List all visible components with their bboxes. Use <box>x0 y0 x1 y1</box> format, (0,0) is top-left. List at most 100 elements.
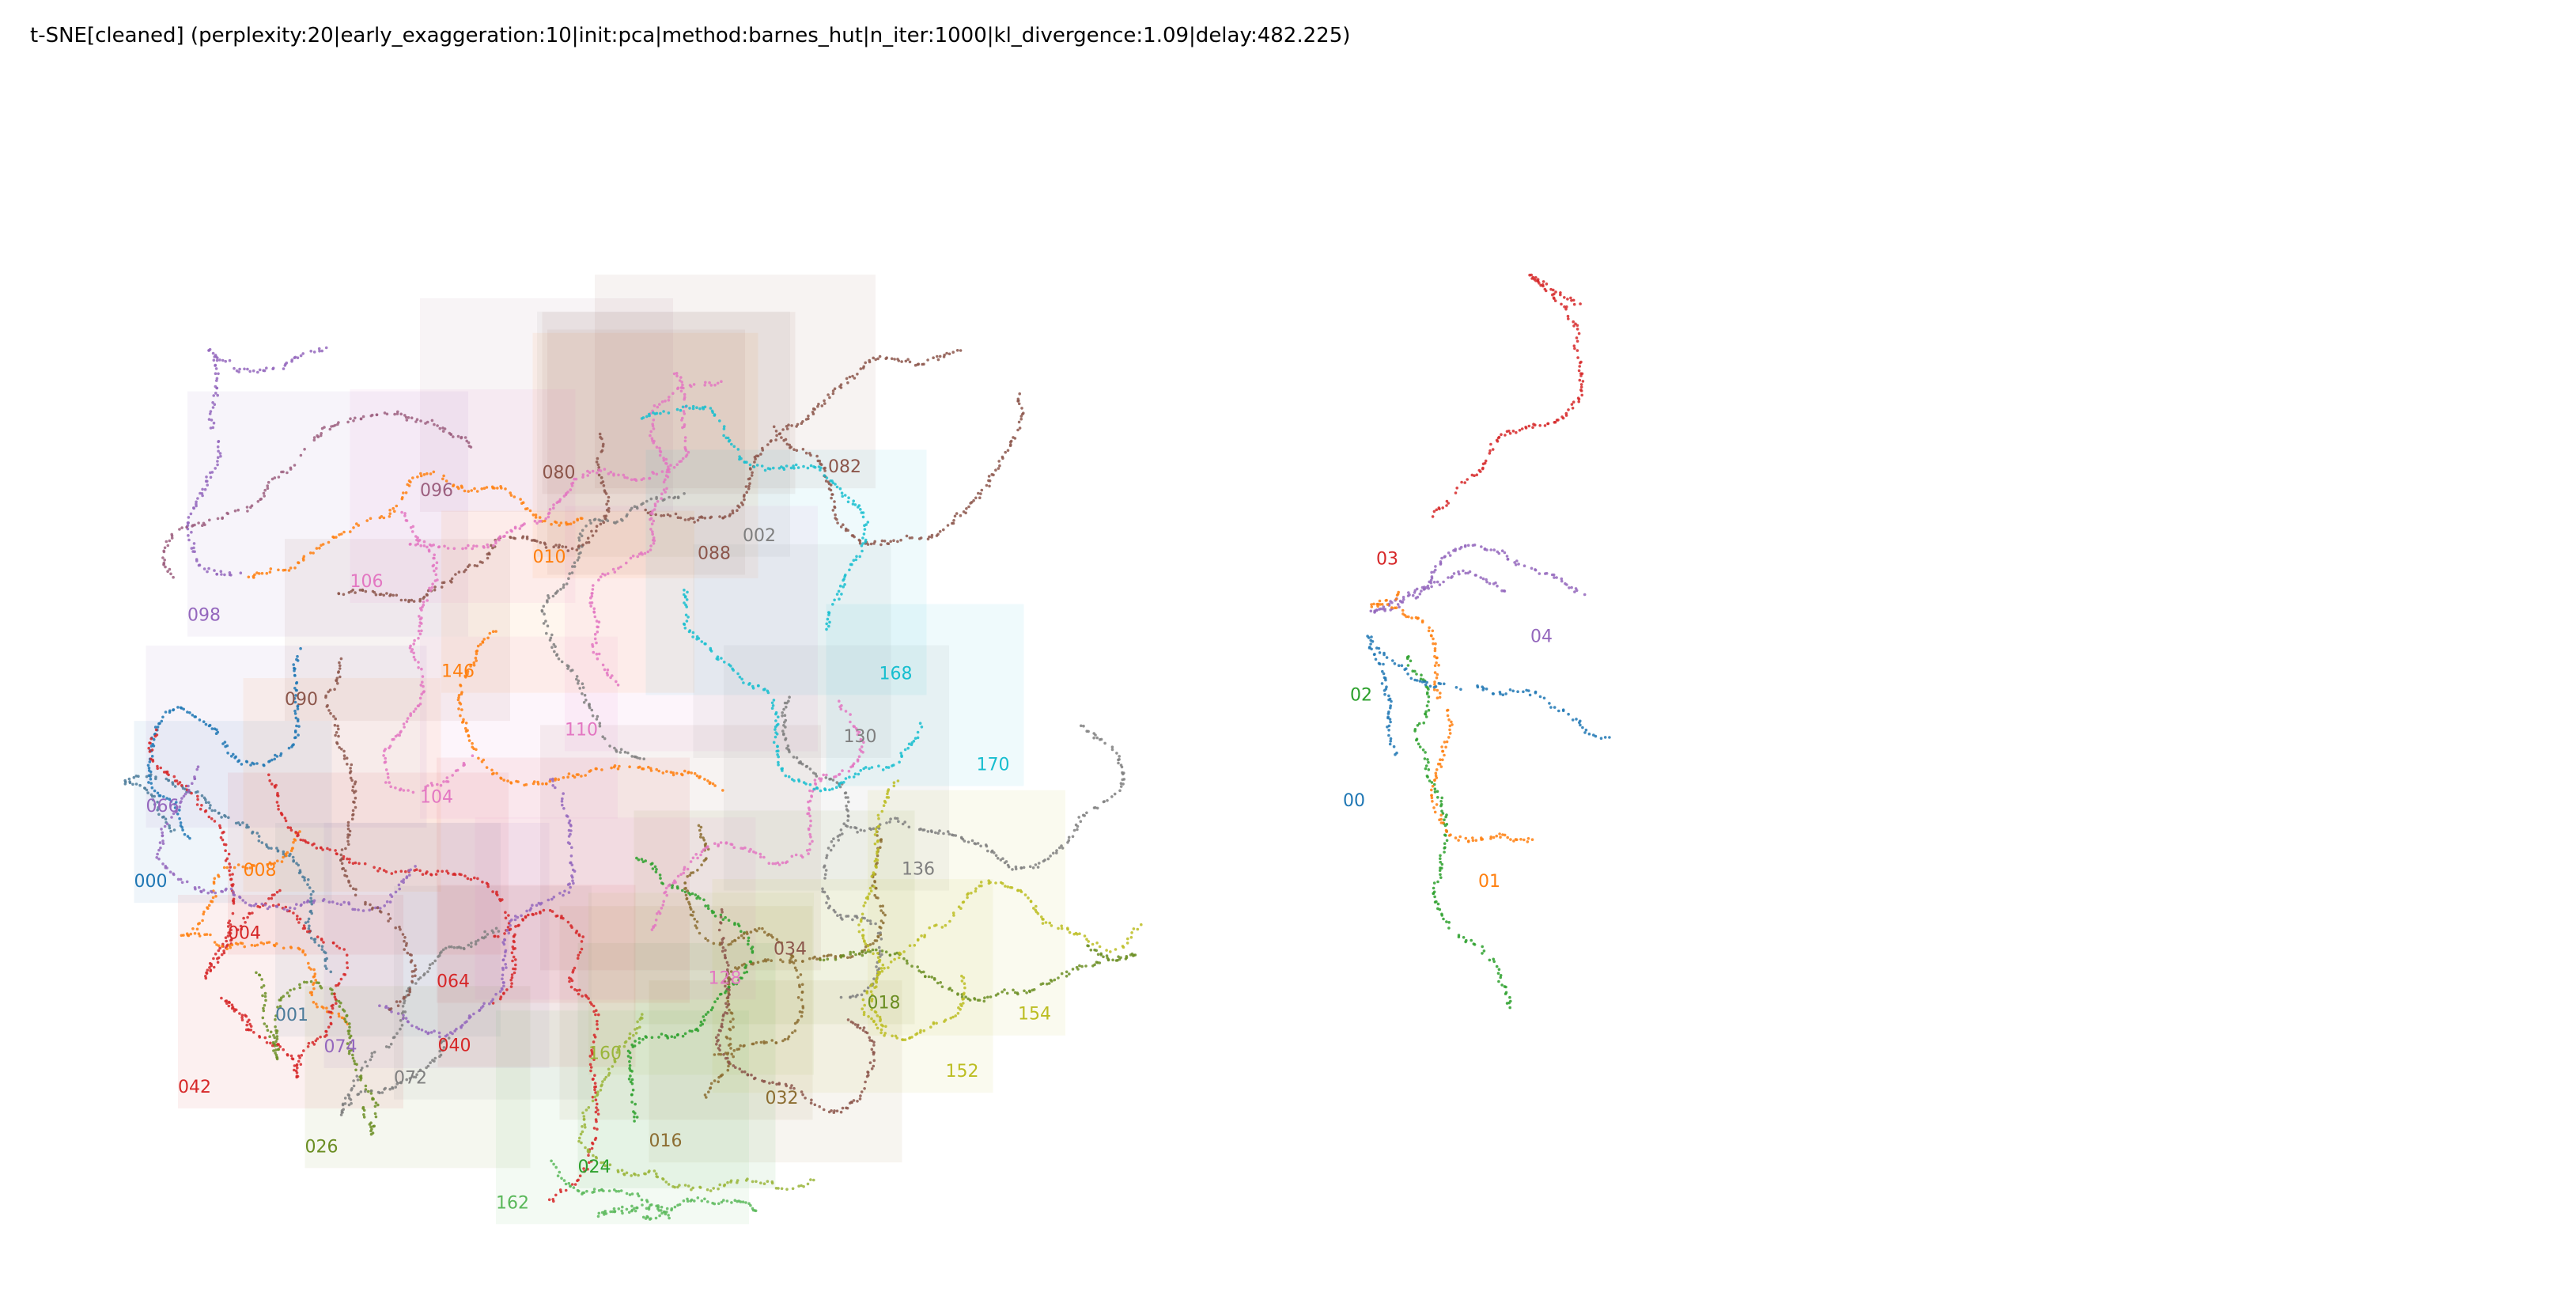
cluster-label-026: 026 <box>305 1137 339 1157</box>
cluster-points-090 <box>324 657 418 1011</box>
cluster-points-154 <box>857 779 966 1041</box>
cluster-background-154 <box>868 790 1065 1036</box>
cluster-points-002 <box>540 492 686 760</box>
cluster-label-001: 001 <box>275 1006 308 1025</box>
cluster-background-080 <box>542 312 796 494</box>
cluster-background-160 <box>588 892 814 1075</box>
cluster-label-104: 104 <box>420 788 453 808</box>
cluster-points-032 <box>683 824 805 1056</box>
cluster-label-082: 082 <box>828 457 861 477</box>
cluster-label-128: 128 <box>709 968 742 988</box>
cluster-label-110: 110 <box>565 721 598 741</box>
cluster-label-152: 152 <box>946 1062 979 1082</box>
cluster-points-106 <box>408 372 690 551</box>
cluster-label-162: 162 <box>496 1193 529 1213</box>
cluster-label-00: 00 <box>1343 791 1365 811</box>
cluster-label-170: 170 <box>977 756 1010 775</box>
cluster-label-02: 02 <box>1350 685 1372 705</box>
cluster-points-034 <box>714 907 876 1114</box>
cluster-label-146: 146 <box>441 662 475 682</box>
cluster-label-016: 016 <box>649 1131 683 1151</box>
cluster-label-136: 136 <box>902 860 935 880</box>
cluster-points-04 <box>1369 544 1587 614</box>
cluster-label-064: 064 <box>437 972 470 992</box>
cluster-background-110 <box>565 506 818 752</box>
cluster-label-024: 024 <box>578 1158 611 1177</box>
cluster-label-042: 042 <box>178 1078 211 1097</box>
cluster-points-00 <box>1366 635 1611 756</box>
cluster-points-024 <box>626 856 755 1123</box>
cluster-label-096: 096 <box>420 481 453 501</box>
cluster-label-074: 074 <box>324 1037 357 1057</box>
cluster-label-080: 080 <box>543 463 576 483</box>
cluster-points-064 <box>493 908 600 1203</box>
cluster-label-018: 018 <box>868 994 901 1014</box>
cluster-label-072: 072 <box>394 1069 427 1089</box>
left-point-cloud <box>123 346 1143 1221</box>
cluster-points-098 <box>186 346 328 577</box>
cluster-label-090: 090 <box>285 690 318 710</box>
cluster-label-034: 034 <box>774 939 807 959</box>
cluster-label-066: 066 <box>146 797 180 817</box>
cluster-background-042 <box>178 895 403 1109</box>
cluster-points-162 <box>550 1159 758 1221</box>
cluster-label-032: 032 <box>766 1089 799 1108</box>
cluster-background-130 <box>693 544 891 758</box>
cluster-points-170 <box>683 589 924 793</box>
cluster-points-104 <box>382 510 475 794</box>
cluster-label-088: 088 <box>698 544 731 564</box>
cluster-background-090 <box>285 539 510 722</box>
cluster-label-130: 130 <box>844 727 877 747</box>
cluster-label-106: 106 <box>350 572 384 592</box>
cluster-label-04: 04 <box>1530 627 1553 647</box>
cluster-points-02 <box>1405 655 1512 1010</box>
cluster-background-106 <box>350 389 576 604</box>
cluster-label-000: 000 <box>134 872 168 892</box>
cluster-points-152 <box>869 879 1143 1029</box>
cluster-background-034 <box>540 725 821 971</box>
cluster-background-001 <box>275 823 501 1037</box>
figure-title: t-SNE[cleaned] (perplexity:20|early_exag… <box>30 24 1351 47</box>
cluster-background-096 <box>420 298 673 512</box>
cluster-label-098: 098 <box>187 606 221 626</box>
cluster-points-146 <box>456 630 724 792</box>
cluster-background-072 <box>394 885 592 1100</box>
cluster-points-096 <box>161 410 473 579</box>
cluster-label-01: 01 <box>1478 872 1500 892</box>
cluster-label-040: 040 <box>438 1036 471 1056</box>
cluster-points-168 <box>640 404 870 631</box>
left-scatter-panel: 000 001 002 004 008 010 016 018 024 026 032 034 040 0… <box>123 275 1143 1225</box>
cluster-background-136 <box>724 645 949 891</box>
cluster-label-154: 154 <box>1018 1005 1051 1025</box>
cluster-points-066 <box>155 765 417 912</box>
cluster-points-160 <box>577 1013 815 1192</box>
cluster-label-03: 03 <box>1376 550 1398 570</box>
cluster-points-042 <box>220 903 350 1079</box>
cluster-background-098 <box>187 391 468 637</box>
cluster-background-066 <box>146 646 427 828</box>
cluster-background-024 <box>577 942 776 1188</box>
cluster-background-082 <box>595 275 876 489</box>
right-scatter-panel: 03 04 02 00 01 <box>1343 273 1611 1010</box>
cluster-label-160: 160 <box>588 1044 622 1063</box>
right-point-cloud <box>1366 273 1611 1010</box>
right-cluster-labels: 03 04 02 00 01 <box>1343 550 1553 892</box>
cluster-background-040 <box>437 885 636 1067</box>
cluster-points-074 <box>378 777 577 1039</box>
cluster-points-010 <box>247 470 584 579</box>
cluster-points-001 <box>123 773 333 974</box>
cluster-background-152 <box>712 879 993 1093</box>
cluster-label-010: 010 <box>533 548 566 567</box>
cluster-background-104 <box>420 636 618 819</box>
cluster-background-016 <box>649 980 902 1163</box>
cluster-background-010 <box>532 332 758 578</box>
cluster-label-004: 004 <box>228 924 261 944</box>
cluster-points-040 <box>267 773 517 1005</box>
left-cluster-backgrounds <box>134 275 1065 1225</box>
cluster-points-01 <box>1370 590 1534 843</box>
cluster-background-074 <box>323 822 550 1068</box>
cluster-background-168 <box>645 449 927 695</box>
cluster-points-018 <box>819 944 1137 1003</box>
cluster-points-110 <box>588 380 723 687</box>
